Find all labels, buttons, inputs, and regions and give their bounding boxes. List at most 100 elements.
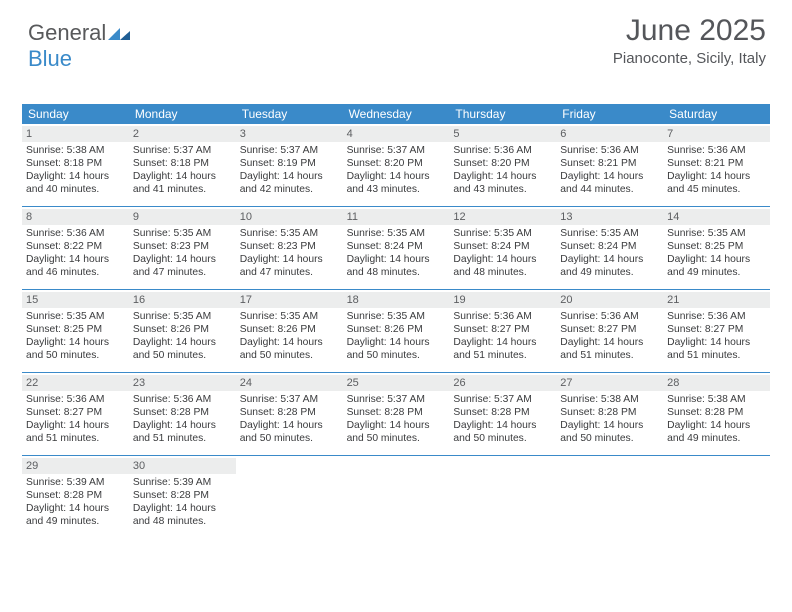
day-details: Sunrise: 5:39 AMSunset: 8:28 PMDaylight:… bbox=[133, 477, 232, 528]
calendar-day: 17 Sunrise: 5:35 AMSunset: 8:26 PMDayligh… bbox=[236, 290, 343, 372]
day-number: 11 bbox=[343, 209, 450, 225]
logo-mark-icon bbox=[108, 20, 130, 36]
day-details: Sunrise: 5:35 AMSunset: 8:26 PMDaylight:… bbox=[347, 311, 446, 362]
calendar-day: 6 Sunrise: 5:36 AMSunset: 8:21 PMDaylight… bbox=[556, 124, 663, 206]
calendar-day: 2 Sunrise: 5:37 AMSunset: 8:18 PMDaylight… bbox=[129, 124, 236, 206]
day-number: 26 bbox=[449, 375, 556, 391]
day-number: 15 bbox=[22, 292, 129, 308]
calendar-day-empty: . bbox=[663, 456, 770, 538]
calendar-day-empty: . bbox=[556, 456, 663, 538]
logo: General Blue bbox=[28, 20, 130, 72]
day-details: Sunrise: 5:37 AMSunset: 8:28 PMDaylight:… bbox=[240, 394, 339, 445]
calendar-day: 12 Sunrise: 5:35 AMSunset: 8:24 PMDayligh… bbox=[449, 207, 556, 289]
calendar-day: 30 Sunrise: 5:39 AMSunset: 8:28 PMDayligh… bbox=[129, 456, 236, 538]
day-number: 24 bbox=[236, 375, 343, 391]
day-number: 6 bbox=[556, 126, 663, 142]
day-number: 9 bbox=[129, 209, 236, 225]
calendar-day: 27 Sunrise: 5:38 AMSunset: 8:28 PMDayligh… bbox=[556, 373, 663, 455]
calendar-day: 18 Sunrise: 5:35 AMSunset: 8:26 PMDayligh… bbox=[343, 290, 450, 372]
day-number: 25 bbox=[343, 375, 450, 391]
day-number: 29 bbox=[22, 458, 129, 474]
calendar-day: 22 Sunrise: 5:36 AMSunset: 8:27 PMDayligh… bbox=[22, 373, 129, 455]
day-number: 23 bbox=[129, 375, 236, 391]
calendar-day-empty: . bbox=[449, 456, 556, 538]
calendar-day: 15 Sunrise: 5:35 AMSunset: 8:25 PMDayligh… bbox=[22, 290, 129, 372]
day-number: 17 bbox=[236, 292, 343, 308]
day-details: Sunrise: 5:35 AMSunset: 8:25 PMDaylight:… bbox=[667, 228, 766, 279]
calendar-day-empty: . bbox=[343, 456, 450, 538]
calendar-day: 10 Sunrise: 5:35 AMSunset: 8:23 PMDayligh… bbox=[236, 207, 343, 289]
day-details: Sunrise: 5:35 AMSunset: 8:24 PMDaylight:… bbox=[560, 228, 659, 279]
day-details: Sunrise: 5:37 AMSunset: 8:20 PMDaylight:… bbox=[347, 145, 446, 196]
day-details: Sunrise: 5:38 AMSunset: 8:28 PMDaylight:… bbox=[667, 394, 766, 445]
logo-text-top: General bbox=[28, 20, 106, 45]
calendar-day: 25 Sunrise: 5:37 AMSunset: 8:28 PMDayligh… bbox=[343, 373, 450, 455]
day-number: 30 bbox=[129, 458, 236, 474]
calendar-day: 13 Sunrise: 5:35 AMSunset: 8:24 PMDayligh… bbox=[556, 207, 663, 289]
page-title: June 2025 bbox=[613, 14, 766, 48]
calendar-day: 5 Sunrise: 5:36 AMSunset: 8:20 PMDaylight… bbox=[449, 124, 556, 206]
calendar-day: 8Sunrise: 5:36 AMSunset: 8:22 PMDaylight… bbox=[22, 207, 129, 289]
calendar-day: 3 Sunrise: 5:37 AMSunset: 8:19 PMDaylight… bbox=[236, 124, 343, 206]
page-subtitle: Pianoconte, Sicily, Italy bbox=[613, 50, 766, 67]
day-number: 20 bbox=[556, 292, 663, 308]
day-number: 3 bbox=[236, 126, 343, 142]
header: June 2025 Pianoconte, Sicily, Italy bbox=[613, 14, 766, 67]
calendar-week: 8Sunrise: 5:36 AMSunset: 8:22 PMDaylight… bbox=[22, 207, 770, 290]
day-details: Sunrise: 5:35 AMSunset: 8:26 PMDaylight:… bbox=[240, 311, 339, 362]
day-details: Sunrise: 5:37 AMSunset: 8:19 PMDaylight:… bbox=[240, 145, 339, 196]
weekday-label: Friday bbox=[556, 104, 663, 124]
day-details: Sunrise: 5:37 AMSunset: 8:28 PMDaylight:… bbox=[453, 394, 552, 445]
day-number: 12 bbox=[449, 209, 556, 225]
day-details: Sunrise: 5:37 AMSunset: 8:28 PMDaylight:… bbox=[347, 394, 446, 445]
weekday-label: Sunday bbox=[22, 104, 129, 124]
day-details: Sunrise: 5:36 AMSunset: 8:21 PMDaylight:… bbox=[667, 145, 766, 196]
weekday-label: Thursday bbox=[449, 104, 556, 124]
day-number: 21 bbox=[663, 292, 770, 308]
day-details: Sunrise: 5:35 AMSunset: 8:23 PMDaylight:… bbox=[240, 228, 339, 279]
calendar-week: 22 Sunrise: 5:36 AMSunset: 8:27 PMDayligh… bbox=[22, 373, 770, 456]
day-number: 18 bbox=[343, 292, 450, 308]
day-details: Sunrise: 5:39 AMSunset: 8:28 PMDaylight:… bbox=[26, 477, 125, 528]
day-details: Sunrise: 5:36 AMSunset: 8:27 PMDaylight:… bbox=[667, 311, 766, 362]
logo-text-bottom: Blue bbox=[28, 46, 72, 71]
calendar-day: 9Sunrise: 5:35 AMSunset: 8:23 PMDaylight… bbox=[129, 207, 236, 289]
calendar-day: 7Sunrise: 5:36 AMSunset: 8:21 PMDaylight… bbox=[663, 124, 770, 206]
calendar-day: 21 Sunrise: 5:36 AMSunset: 8:27 PMDayligh… bbox=[663, 290, 770, 372]
day-number: 5 bbox=[449, 126, 556, 142]
calendar-day: 14Sunrise: 5:35 AMSunset: 8:25 PMDayligh… bbox=[663, 207, 770, 289]
day-details: Sunrise: 5:38 AMSunset: 8:28 PMDaylight:… bbox=[560, 394, 659, 445]
day-details: Sunrise: 5:36 AMSunset: 8:27 PMDaylight:… bbox=[26, 394, 125, 445]
calendar-day: 4 Sunrise: 5:37 AMSunset: 8:20 PMDaylight… bbox=[343, 124, 450, 206]
weekday-label: Monday bbox=[129, 104, 236, 124]
day-details: Sunrise: 5:36 AMSunset: 8:22 PMDaylight:… bbox=[26, 228, 125, 279]
weekday-header: Sunday Monday Tuesday Wednesday Thursday… bbox=[22, 104, 770, 124]
day-number: 10 bbox=[236, 209, 343, 225]
day-details: Sunrise: 5:37 AMSunset: 8:18 PMDaylight:… bbox=[133, 145, 232, 196]
calendar-day: 20 Sunrise: 5:36 AMSunset: 8:27 PMDayligh… bbox=[556, 290, 663, 372]
day-number: 2 bbox=[129, 126, 236, 142]
calendar-day-empty: . bbox=[236, 456, 343, 538]
day-details: Sunrise: 5:36 AMSunset: 8:20 PMDaylight:… bbox=[453, 145, 552, 196]
calendar-day: 24 Sunrise: 5:37 AMSunset: 8:28 PMDayligh… bbox=[236, 373, 343, 455]
day-details: Sunrise: 5:35 AMSunset: 8:25 PMDaylight:… bbox=[26, 311, 125, 362]
calendar-day: 29 Sunrise: 5:39 AMSunset: 8:28 PMDayligh… bbox=[22, 456, 129, 538]
day-number: 13 bbox=[556, 209, 663, 225]
day-number: 4 bbox=[343, 126, 450, 142]
calendar-day: 23Sunrise: 5:36 AMSunset: 8:28 PMDayligh… bbox=[129, 373, 236, 455]
day-details: Sunrise: 5:35 AMSunset: 8:24 PMDaylight:… bbox=[347, 228, 446, 279]
day-number: 27 bbox=[556, 375, 663, 391]
day-details: Sunrise: 5:36 AMSunset: 8:27 PMDaylight:… bbox=[560, 311, 659, 362]
day-details: Sunrise: 5:36 AMSunset: 8:27 PMDaylight:… bbox=[453, 311, 552, 362]
day-number: 16 bbox=[129, 292, 236, 308]
calendar: Sunday Monday Tuesday Wednesday Thursday… bbox=[22, 104, 770, 538]
day-details: Sunrise: 5:36 AMSunset: 8:21 PMDaylight:… bbox=[560, 145, 659, 196]
calendar-day: 19Sunrise: 5:36 AMSunset: 8:27 PMDayligh… bbox=[449, 290, 556, 372]
day-details: Sunrise: 5:35 AMSunset: 8:24 PMDaylight:… bbox=[453, 228, 552, 279]
calendar-day: 11 Sunrise: 5:35 AMSunset: 8:24 PMDayligh… bbox=[343, 207, 450, 289]
calendar-day: 26 Sunrise: 5:37 AMSunset: 8:28 PMDayligh… bbox=[449, 373, 556, 455]
day-number: 22 bbox=[22, 375, 129, 391]
weekday-label: Wednesday bbox=[343, 104, 450, 124]
calendar-week: 29Sunrise: 5:39 AMSunset: 8:28 PMDayligh… bbox=[22, 456, 770, 538]
weekday-label: Tuesday bbox=[236, 104, 343, 124]
